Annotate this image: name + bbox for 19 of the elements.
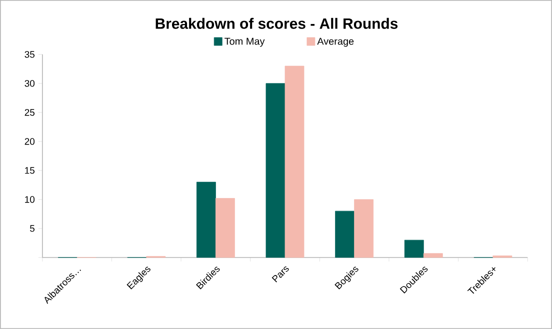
y-tick-label: 35 [24, 51, 35, 58]
y-tick-label: 10 [25, 196, 35, 203]
bar [215, 198, 235, 258]
y-tick-label: 5 [30, 225, 35, 232]
y-tick-label: 30 [24, 80, 35, 87]
bar [335, 210, 355, 258]
bar [423, 253, 443, 258]
chart-title: Breakdown of scores - All Rounds [156, 18, 398, 29]
bar [284, 66, 304, 258]
bar [196, 182, 216, 258]
legend-label: Tom May [224, 38, 265, 47]
y-tick-label: 25 [24, 109, 35, 116]
bar [404, 240, 424, 258]
bar [266, 83, 286, 258]
bar [354, 199, 374, 258]
y-tick-label: 20 [24, 138, 35, 145]
y-tick-label: 15 [25, 167, 35, 174]
legend-label: Average [317, 38, 354, 47]
x-tick-label: Pars [272, 266, 289, 282]
